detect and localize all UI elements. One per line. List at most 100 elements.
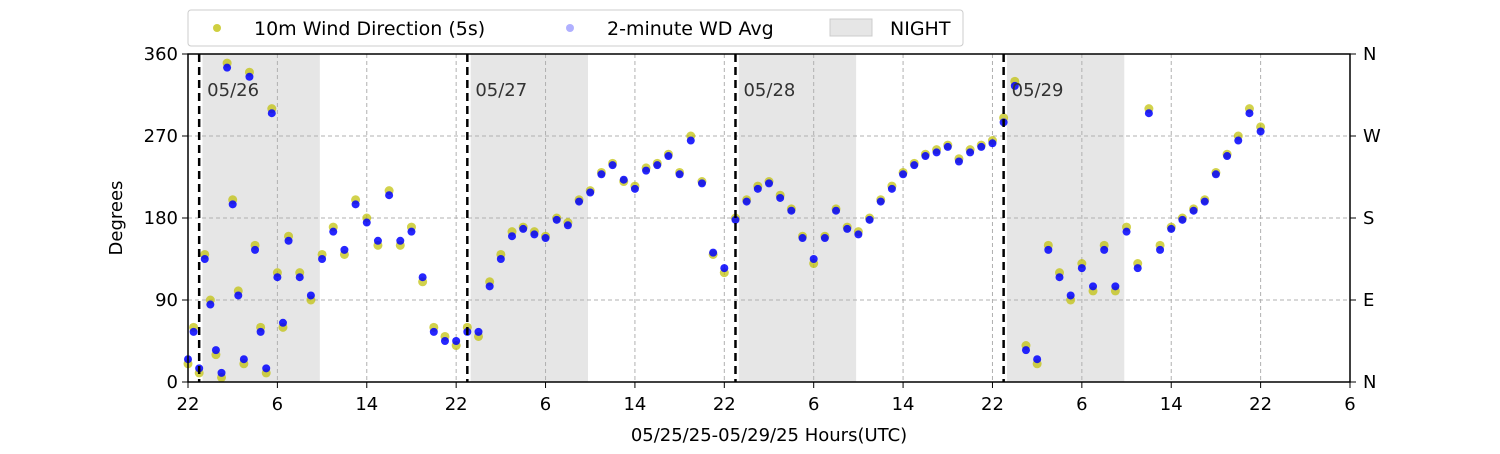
x-tick-label-11: 14 bbox=[1160, 394, 1183, 415]
series-1-point-56 bbox=[709, 248, 718, 257]
series-1-point-72 bbox=[887, 184, 896, 193]
right-tick-label-4: N bbox=[1363, 44, 1376, 65]
x-tick-label-4: 6 bbox=[540, 394, 551, 415]
series-1-point-76 bbox=[932, 148, 941, 157]
series-1-point-23 bbox=[340, 245, 349, 254]
series-1-point-39 bbox=[519, 224, 528, 233]
series-1-point-47 bbox=[608, 161, 617, 170]
series-1-point-26 bbox=[373, 236, 382, 245]
day-label-1: 05/27 bbox=[475, 80, 527, 101]
legend-label-night: NIGHT bbox=[890, 18, 951, 40]
x-tick-label-7: 6 bbox=[808, 394, 819, 415]
series-1-point-29 bbox=[407, 227, 416, 236]
series-1-point-25 bbox=[362, 218, 371, 227]
series-1-point-20 bbox=[306, 291, 315, 300]
legend: 10m Wind Direction (5s) 2-minute WD Avg … bbox=[187, 9, 964, 47]
day-label-2: 05/28 bbox=[743, 80, 795, 101]
series-1-point-53 bbox=[675, 170, 684, 179]
series-1-point-30 bbox=[418, 273, 427, 282]
x-tick-label-6: 22 bbox=[713, 394, 736, 415]
series-1-point-99 bbox=[1189, 206, 1198, 215]
day-label-0: 05/26 bbox=[207, 80, 259, 101]
series-1-point-102 bbox=[1223, 152, 1232, 161]
day-marker-layer: 05/26 05/27 05/28 05/29 bbox=[197, 54, 1064, 382]
series-1-point-80 bbox=[977, 142, 986, 151]
series-1-point-31 bbox=[429, 327, 438, 336]
series-1-point-27 bbox=[385, 191, 394, 200]
series-1-point-48 bbox=[619, 175, 628, 184]
series-1-point-12 bbox=[251, 245, 260, 254]
series-1-point-63 bbox=[787, 206, 796, 215]
series-1-point-7 bbox=[223, 63, 232, 72]
series-1-point-75 bbox=[921, 152, 930, 161]
series-1-point-65 bbox=[809, 255, 818, 263]
series-1-point-58 bbox=[731, 215, 740, 224]
series-1-point-55 bbox=[697, 179, 706, 188]
series-1-point-11 bbox=[245, 72, 254, 81]
series-1-point-50 bbox=[642, 166, 651, 175]
series-1-point-46 bbox=[597, 170, 606, 179]
series-1-point-89 bbox=[1077, 264, 1086, 273]
series-1-point-5 bbox=[211, 346, 220, 355]
series-1-point-92 bbox=[1111, 282, 1120, 291]
x-axis-title: 05/25/25-05/29/25 Hours(UTC) bbox=[631, 425, 907, 446]
series-1-point-61 bbox=[765, 179, 773, 188]
y-tick-label-1: 90 bbox=[155, 290, 178, 311]
series-1-point-32 bbox=[440, 337, 449, 345]
series-1-point-1 bbox=[189, 327, 198, 336]
legend-marker-wind-direction bbox=[213, 24, 221, 32]
y-tick-label-0: 0 bbox=[167, 372, 178, 393]
x-tick-label-8: 14 bbox=[892, 394, 915, 415]
series-1-point-6 bbox=[217, 368, 226, 377]
x-tick-label-0: 22 bbox=[177, 394, 200, 415]
series-1-point-98 bbox=[1178, 215, 1187, 224]
series-1-point-33 bbox=[452, 337, 461, 345]
legend-label-wind-direction: 10m Wind Direction (5s) bbox=[254, 18, 485, 40]
series-1-point-86 bbox=[1044, 245, 1053, 254]
series-1-point-71 bbox=[876, 197, 885, 206]
series-1-point-67 bbox=[832, 206, 841, 215]
night-band-1 bbox=[470, 54, 588, 382]
series-1-point-100 bbox=[1200, 197, 1209, 206]
series-layer bbox=[183, 58, 1266, 382]
series-1-point-22 bbox=[329, 227, 338, 236]
series-1-point-3 bbox=[200, 255, 209, 263]
x-tick-label-1: 6 bbox=[272, 394, 283, 415]
series-1-point-57 bbox=[720, 264, 729, 273]
axes-layer: 22 6 14 22 6 14 22 6 14 22 6 14 22 6 0 90 180 270 360 N E S W N bbox=[144, 44, 1381, 415]
series-1-point-15 bbox=[267, 109, 276, 118]
legend-marker-wd-avg bbox=[566, 24, 574, 32]
series-1-point-73 bbox=[899, 170, 908, 179]
series-1-point-66 bbox=[820, 234, 829, 243]
y-tick-label-4: 360 bbox=[144, 44, 178, 65]
x-tick-label-10: 6 bbox=[1076, 394, 1087, 415]
right-tick-label-0: N bbox=[1363, 372, 1376, 393]
series-1-point-70 bbox=[865, 215, 874, 224]
series-1-point-91 bbox=[1100, 245, 1109, 254]
series-1-point-74 bbox=[910, 161, 919, 170]
series-1-point-83 bbox=[1010, 81, 1019, 90]
series-1-point-24 bbox=[351, 200, 360, 209]
series-1-point-10 bbox=[239, 355, 248, 364]
series-1-point-8 bbox=[228, 200, 237, 209]
series-1-point-35 bbox=[474, 327, 483, 336]
series-1-point-4 bbox=[206, 300, 215, 309]
x-tick-label-3: 22 bbox=[445, 394, 468, 415]
series-1-point-94 bbox=[1133, 264, 1142, 273]
series-1-point-59 bbox=[742, 197, 751, 206]
y-tick-label-2: 180 bbox=[144, 208, 178, 229]
series-1-point-77 bbox=[943, 142, 952, 151]
series-1-point-51 bbox=[653, 161, 662, 170]
series-1-point-17 bbox=[278, 318, 287, 327]
series-1-point-101 bbox=[1211, 170, 1220, 179]
series-1-point-64 bbox=[798, 234, 807, 243]
series-1-point-68 bbox=[843, 224, 852, 233]
legend-label-wd-avg: 2-minute WD Avg bbox=[607, 18, 774, 40]
series-1-point-79 bbox=[966, 148, 975, 157]
y-tick-label-3: 270 bbox=[144, 126, 178, 147]
series-1-point-18 bbox=[284, 236, 293, 245]
x-tick-label-2: 14 bbox=[355, 394, 378, 415]
series-1-point-95 bbox=[1144, 109, 1153, 118]
